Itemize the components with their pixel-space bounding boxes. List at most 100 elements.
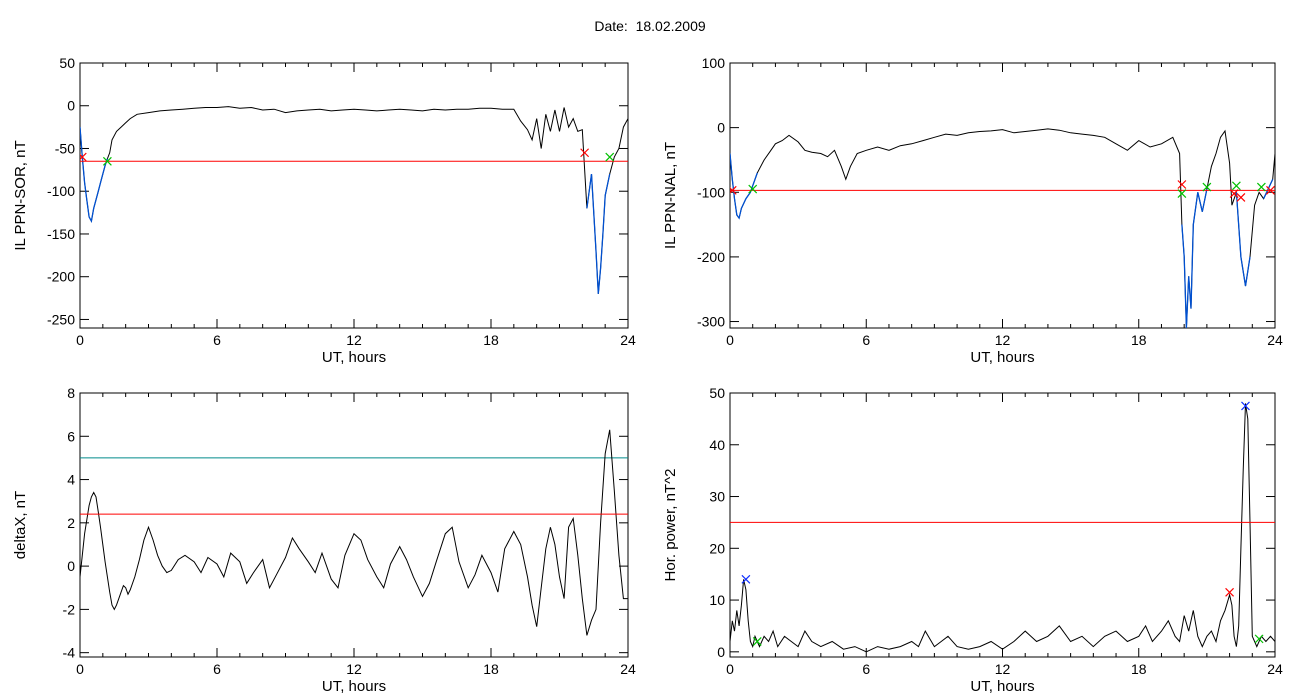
y-tick-label: 100 [702, 55, 726, 71]
event-marker [580, 148, 590, 158]
data-series-line [80, 106, 628, 294]
x-tick-label: 12 [995, 661, 1011, 677]
y-tick-label: 8 [67, 385, 75, 401]
plot-area [80, 106, 628, 294]
event-marker-stroke [1254, 634, 1264, 644]
y-axis-label: IL PPN-NAL, nT [662, 142, 679, 249]
event-marker-stroke [1177, 180, 1187, 189]
axes-frame [79, 392, 629, 658]
x-axis-label: UT, hours [322, 349, 386, 366]
event-marker-stroke [1256, 182, 1266, 192]
x-tick-label: 0 [726, 332, 734, 348]
x-tick-label: 12 [346, 332, 362, 348]
y-tick-label: -4 [63, 645, 76, 661]
x-tick-label: 24 [1267, 332, 1283, 348]
y-tick-label: -150 [47, 226, 75, 242]
x-tick-label: 0 [76, 332, 84, 348]
y-tick-label: 50 [59, 55, 75, 71]
x-tick-label: 12 [346, 661, 362, 677]
event-marker [80, 152, 87, 162]
event-marker-stroke [1231, 181, 1241, 191]
y-tick-label: -100 [697, 184, 725, 200]
x-tick-label: 0 [726, 661, 734, 677]
y-tick-label: 2 [67, 515, 75, 531]
below-threshold-segment [586, 173, 611, 294]
y-tick-label: -2 [63, 601, 76, 617]
y-tick-label: 0 [717, 644, 725, 660]
event-marker-stroke [605, 152, 615, 162]
data-series-line [730, 128, 1275, 328]
event-marker [1202, 182, 1212, 192]
x-tick-label: 18 [1131, 332, 1147, 348]
event-marker-stroke [730, 185, 737, 194]
panel-nal: 0 6 12 18 24 100 0 -100 -200 -300 UT, hours IL PPN-… [662, 55, 1283, 366]
panel-deltax: 0 6 12 18 24 8 6 4 2 0 -2 -4 UT, hours deltaX, nT [12, 385, 636, 695]
event-marker [1225, 587, 1235, 597]
y-tick-label: -100 [47, 183, 75, 199]
y-tick-label: 30 [709, 489, 725, 505]
event-marker-stroke [1236, 193, 1246, 202]
x-tick-label: 12 [995, 332, 1011, 348]
below-threshold-segment [80, 127, 109, 224]
y-tick-label: 50 [709, 385, 725, 401]
y-tick-label: 10 [709, 592, 725, 608]
x-tick-label: 6 [213, 332, 221, 348]
y-tick-label: 0 [717, 120, 725, 136]
event-marker-stroke [1177, 189, 1187, 198]
y-axis-label: deltaX, nT [12, 491, 29, 559]
y-axis-label: IL PPN-SOR, nT [12, 140, 29, 250]
event-marker-stroke [1225, 587, 1235, 597]
event-marker [1231, 181, 1241, 191]
x-tick-label: 0 [76, 661, 84, 677]
x-tick-label: 18 [483, 661, 499, 677]
event-marker-stroke [741, 574, 751, 584]
y-tick-label: 0 [67, 98, 75, 114]
axes-frame [729, 62, 1276, 329]
below-threshold-segment [1235, 192, 1251, 287]
plot-area [730, 128, 1275, 328]
axes-frame [79, 62, 629, 329]
x-tick-label: 6 [862, 332, 870, 348]
y-tick-label: -200 [697, 249, 725, 265]
event-marker [752, 637, 762, 646]
event-marker [1236, 193, 1246, 202]
y-tick-label: -250 [47, 311, 75, 327]
event-marker-stroke [1241, 401, 1250, 411]
event-marker [1266, 185, 1275, 195]
x-tick-label: 24 [620, 661, 636, 677]
y-tick-label: 40 [709, 437, 725, 453]
event-marker [102, 156, 112, 166]
event-marker [748, 184, 758, 194]
event-marker [1177, 189, 1187, 198]
event-marker-stroke [1266, 185, 1275, 195]
plot-area [80, 429, 628, 636]
event-marker [730, 185, 737, 195]
x-tick-label: 6 [213, 661, 221, 677]
event-marker [1241, 401, 1250, 411]
x-tick-label: 18 [483, 332, 499, 348]
x-tick-label: 18 [1131, 661, 1147, 677]
x-tick-label: 24 [620, 332, 636, 348]
y-axis-label: Hor. power, nT^2 [662, 469, 679, 582]
x-axis-label: UT, hours [322, 678, 386, 695]
y-tick-label: -50 [55, 140, 75, 156]
y-tick-label: -200 [47, 269, 75, 285]
event-marker-stroke [752, 637, 762, 646]
event-marker-stroke [80, 152, 87, 161]
x-tick-label: 24 [1267, 661, 1283, 677]
x-axis-label: UT, hours [970, 349, 1034, 366]
y-tick-label: -300 [697, 314, 725, 330]
below-threshold-segment [730, 153, 758, 220]
data-series-line [730, 403, 1275, 653]
y-tick-label: 20 [709, 540, 725, 556]
below-threshold-segment [1181, 188, 1208, 328]
event-marker [605, 152, 615, 162]
panel-sor: 0 6 12 18 24 50 0 -50 -100 -150 -200 -250 UT, hours I… [12, 55, 636, 366]
event-marker-stroke [748, 184, 758, 194]
event-marker [1254, 634, 1264, 644]
x-axis-label: UT, hours [970, 678, 1034, 695]
event-marker-stroke [102, 156, 112, 166]
event-marker [1229, 189, 1239, 198]
event-marker [1256, 182, 1266, 192]
